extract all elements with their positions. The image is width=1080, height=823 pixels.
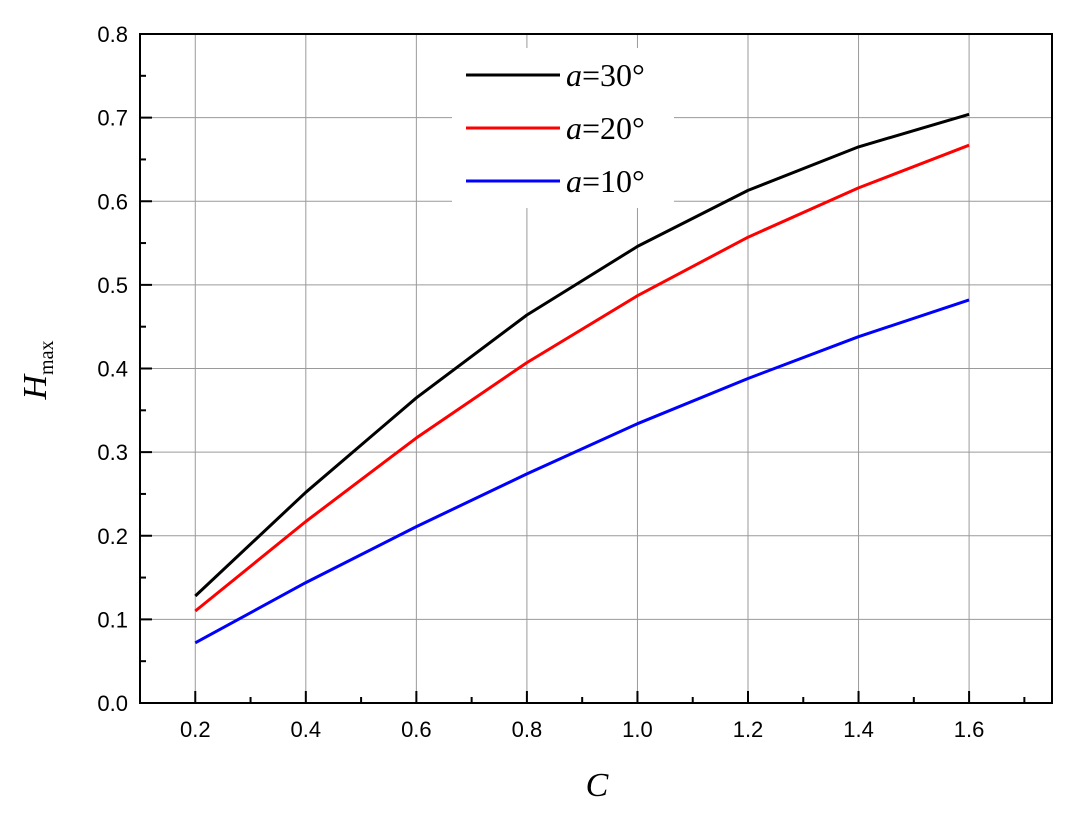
- y-tick-label: 0.6: [97, 189, 128, 214]
- x-tick-label: 0.8: [512, 717, 543, 742]
- y-tick-label: 0.7: [97, 106, 128, 131]
- legend-label-variable: a: [566, 110, 582, 146]
- legend-label: a=30°: [566, 57, 645, 93]
- legend-label-variable: a: [566, 163, 582, 199]
- legend-label: a=10°: [566, 163, 645, 199]
- y-tick-label: 0.1: [97, 607, 128, 632]
- y-tick-label: 0.8: [97, 22, 128, 47]
- legend-label-value: =10°: [582, 163, 645, 199]
- y-tick-label: 0.4: [97, 357, 128, 382]
- legend: a=30°a=20°a=10°: [452, 48, 674, 208]
- x-tick-label: 1.2: [733, 717, 764, 742]
- legend-label-value: =20°: [582, 110, 645, 146]
- y-tick-label: 0.5: [97, 273, 128, 298]
- y-axis-title-main: H: [17, 373, 54, 401]
- x-axis-title: C: [586, 767, 609, 804]
- series-line: [194, 298, 970, 645]
- x-tick-label: 0.4: [291, 717, 322, 742]
- y-axis-title: Hmax: [17, 341, 58, 401]
- legend-label-variable: a: [566, 57, 582, 93]
- series-line: [194, 143, 970, 613]
- x-tick-label: 1.0: [622, 717, 653, 742]
- legend-label-value: =30°: [582, 57, 645, 93]
- series-lines: [194, 112, 970, 645]
- y-tick-label: 0.0: [97, 691, 128, 716]
- x-tick-label: 1.4: [843, 717, 874, 742]
- svg-text:Hmax: Hmax: [17, 341, 58, 401]
- tick-labels: 0.2 0.4 0.6 0.8 1.0 1.2 1.4 1.6 0.0 0.1 0.2 0.3 0.4 0…: [97, 22, 984, 742]
- y-tick-label: 0.3: [97, 440, 128, 465]
- series-line: [194, 112, 970, 598]
- y-axis-title-subscript: max: [36, 341, 58, 375]
- axis-ticks: [140, 33, 1026, 704]
- y-tick-label: 0.2: [97, 524, 128, 549]
- x-tick-label: 0.6: [401, 717, 432, 742]
- legend-label: a=20°: [566, 110, 645, 146]
- x-tick-label: 0.2: [180, 717, 211, 742]
- x-tick-label: 1.6: [954, 717, 985, 742]
